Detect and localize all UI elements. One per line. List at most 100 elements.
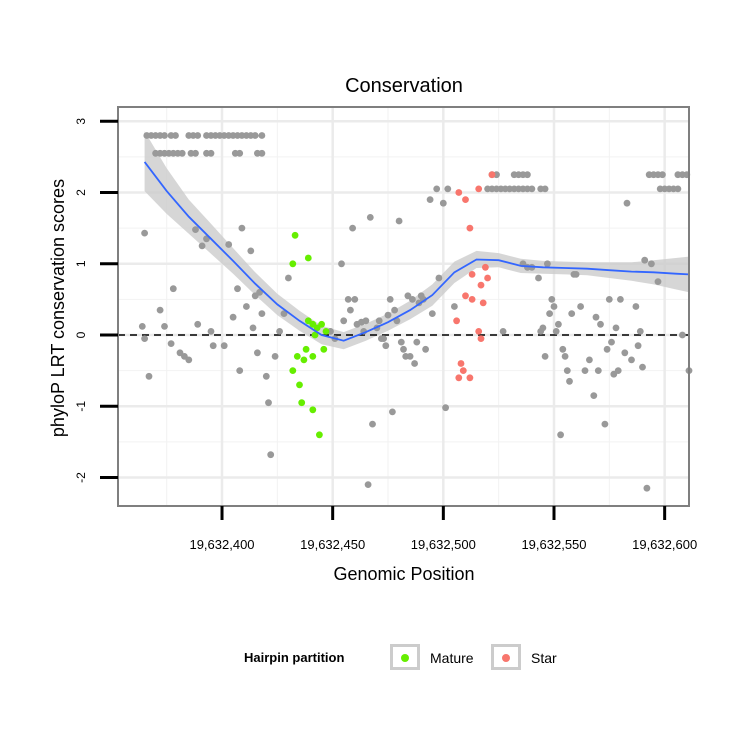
point-star	[479, 299, 487, 307]
point-mature	[304, 254, 312, 262]
point-mature	[289, 367, 297, 374]
point-other	[623, 199, 631, 207]
legend-label-star: Star	[531, 650, 557, 666]
point-other	[236, 149, 244, 157]
point-other	[555, 320, 562, 328]
point-other	[612, 324, 620, 332]
point-other	[247, 247, 255, 255]
point-other	[559, 345, 567, 353]
legend-key-star	[491, 644, 521, 670]
point-other	[634, 342, 642, 350]
point-other	[185, 356, 193, 364]
point-mature	[300, 356, 308, 364]
point-mature	[298, 399, 306, 407]
point-other	[528, 185, 536, 193]
point-other	[391, 306, 398, 314]
point-other	[641, 256, 649, 264]
point-other	[271, 353, 279, 360]
point-other	[621, 349, 629, 357]
point-other	[439, 199, 447, 207]
point-other	[258, 310, 266, 317]
point-other	[194, 320, 202, 328]
y-tick-label: -2	[74, 472, 88, 483]
legend: Hairpin partition Mature Star	[0, 643, 750, 673]
point-other	[411, 360, 418, 367]
point-other	[636, 328, 644, 335]
point-other	[192, 149, 199, 157]
point-other	[366, 214, 374, 221]
point-mature	[309, 406, 317, 414]
point-other	[603, 345, 611, 353]
point-other	[397, 338, 405, 346]
point-other	[382, 342, 390, 350]
point-star	[468, 271, 476, 278]
x-tick-label: 19,632,400	[189, 537, 254, 552]
point-other	[386, 296, 394, 303]
point-other	[535, 274, 542, 282]
point-other	[198, 242, 206, 250]
point-other	[262, 372, 270, 380]
point-mature	[289, 260, 297, 268]
point-mature	[291, 231, 299, 239]
point-other	[548, 296, 556, 303]
point-mature	[311, 331, 319, 339]
point-mature	[316, 431, 323, 439]
point-other	[161, 323, 168, 330]
point-other	[172, 132, 179, 139]
point-star	[488, 171, 496, 179]
point-other	[251, 132, 259, 139]
point-star	[468, 296, 476, 303]
point-other	[384, 311, 392, 319]
point-other	[375, 317, 383, 325]
point-star	[484, 274, 491, 282]
point-other	[167, 340, 175, 347]
y-tick-label: 3	[74, 118, 88, 125]
point-star	[462, 196, 469, 204]
point-other	[648, 260, 655, 268]
point-other	[380, 335, 387, 342]
point-other	[285, 274, 292, 282]
point-other	[444, 185, 452, 193]
point-other	[546, 310, 553, 317]
point-other	[338, 260, 345, 268]
point-other	[362, 317, 370, 325]
point-other	[568, 310, 576, 317]
point-other	[389, 408, 396, 416]
point-other	[572, 271, 580, 278]
point-other	[541, 185, 549, 193]
point-star	[475, 185, 483, 193]
y-axis-label: phyloP LRT conservation scores	[48, 179, 68, 437]
point-other	[265, 399, 272, 407]
point-star	[462, 292, 469, 300]
y-tick-label: 1	[74, 260, 88, 267]
smooth-curve	[143, 161, 690, 342]
point-other	[207, 149, 215, 157]
y-tick-label: -1	[74, 401, 88, 412]
point-other	[577, 303, 584, 310]
x-axis-label: Genomic Position	[333, 564, 474, 584]
point-other	[428, 310, 436, 317]
point-star	[477, 335, 485, 342]
point-mature	[302, 345, 310, 353]
point-other	[420, 296, 427, 303]
point-other	[364, 481, 372, 488]
point-other	[426, 196, 434, 204]
point-other	[351, 296, 359, 303]
point-other	[679, 331, 686, 339]
point-mature	[320, 345, 328, 353]
point-other	[178, 149, 186, 157]
axes: 19,632,400 19,632,450 19,632,500 19,632,550…	[74, 118, 697, 552]
plot-border	[117, 106, 690, 507]
point-other	[141, 229, 149, 237]
point-star	[459, 367, 467, 374]
point-other	[156, 306, 164, 314]
chart-title: Conservation	[345, 75, 463, 97]
point-other	[601, 420, 609, 428]
point-other	[433, 185, 441, 193]
point-other	[617, 296, 624, 303]
point-other	[267, 451, 275, 459]
point-other	[236, 367, 244, 374]
mature-marker-icon	[401, 654, 409, 662]
y-tick-label: 2	[74, 189, 88, 196]
